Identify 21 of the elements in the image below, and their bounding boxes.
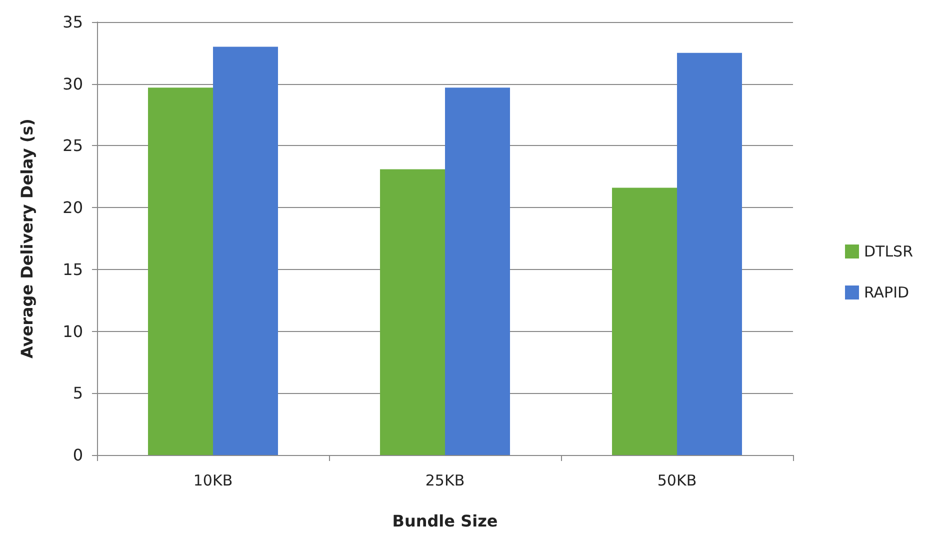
y-tick-label: 0 [72, 446, 83, 464]
bar [148, 88, 213, 455]
y-axis-title: Average Delivery Delay (s) [18, 118, 36, 358]
x-tick-label: 50KB [657, 472, 697, 490]
x-tick-label: 10KB [193, 472, 233, 490]
bar [213, 46, 278, 455]
bar [612, 188, 677, 455]
y-tick-label: 30 [62, 74, 83, 94]
y-tick-label: 35 [62, 12, 83, 32]
y-tick-label: 25 [62, 136, 83, 156]
y-tick-label: 10 [62, 322, 83, 341]
x-axis-title: Bundle Size [392, 512, 498, 530]
bar [445, 88, 510, 455]
legend-label: RAPID [864, 284, 910, 302]
y-tick-label: 20 [62, 198, 83, 218]
x-tick-label: 25KB [425, 472, 465, 490]
y-tick-label: 15 [62, 260, 83, 279]
bar [677, 52, 742, 455]
bar [380, 169, 445, 455]
y-tick-label: 5 [72, 384, 83, 403]
legend-label: DTLSR [864, 242, 913, 260]
